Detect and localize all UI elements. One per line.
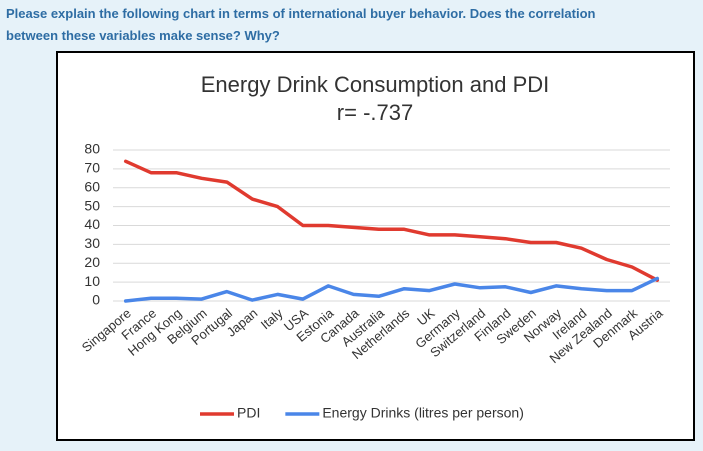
chart-subtitle: r= -.737: [337, 100, 413, 125]
question-line: Please explain the following chart in te…: [6, 6, 596, 21]
y-tick-label: 80: [84, 141, 100, 157]
question-line: between these variables make sense? Why?: [6, 28, 280, 43]
legend-label: Energy Drinks (litres per person): [322, 405, 524, 421]
y-tick-label: 30: [84, 235, 100, 251]
data-line: [123, 159, 660, 282]
chart-frame: [56, 51, 695, 441]
y-tick-label: 40: [84, 216, 100, 232]
y-tick-label: 10: [84, 273, 100, 289]
y-tick-label: 50: [84, 197, 100, 213]
y-tick-label: 60: [84, 178, 100, 194]
data-line: [123, 276, 660, 303]
y-tick-label: 20: [84, 254, 100, 270]
y-tick-label: 0: [92, 292, 100, 308]
y-tick-label: 70: [84, 160, 100, 176]
chart-title: Energy Drink Consumption and PDI: [201, 72, 550, 97]
legend-label: PDI: [237, 405, 260, 421]
